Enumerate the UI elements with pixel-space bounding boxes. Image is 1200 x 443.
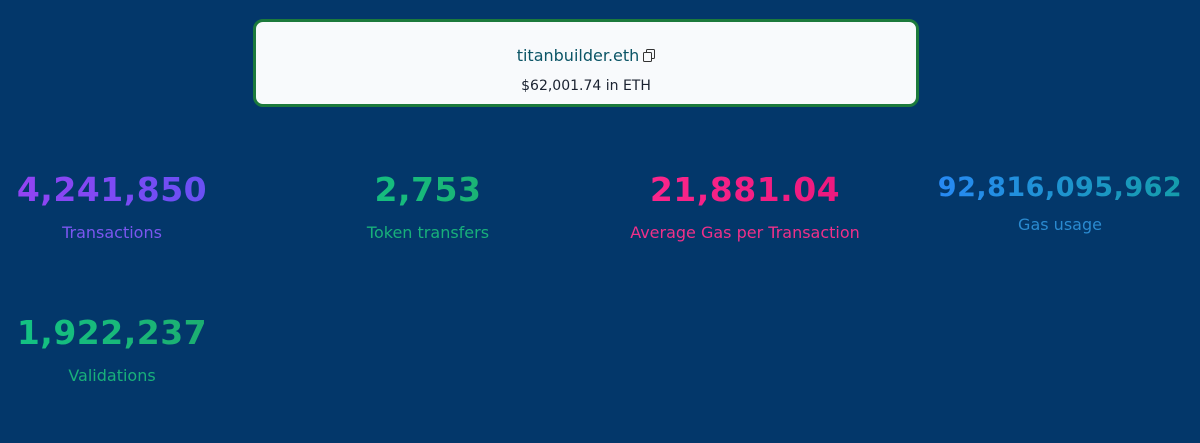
stat-label: Gas usage <box>1018 215 1102 234</box>
account-card: titanbuilder.eth $62,001.74 in ETH <box>253 19 919 107</box>
stat-value: 21,881.04 <box>585 170 905 209</box>
stat-value: 92,816,095,962 <box>900 172 1200 203</box>
stat-value: 2,753 <box>268 170 588 209</box>
stat-label: Token transfers <box>366 223 490 242</box>
stat-value: 4,241,850 <box>0 170 272 209</box>
stat-label: Average Gas per Transaction <box>630 223 860 242</box>
stat: 92,816,095,962 Gas usage <box>900 172 1200 234</box>
stat-label: Transactions <box>62 223 162 242</box>
balance: $62,001.74 in ETH <box>521 78 651 94</box>
account-name[interactable]: titanbuilder.eth <box>516 46 640 65</box>
stat-value: 1,922,237 <box>0 313 272 352</box>
stat: 4,241,850 Transactions <box>0 170 272 242</box>
stat: 2,753 Token transfers <box>268 170 588 242</box>
stat: 21,881.04 Average Gas per Transaction <box>585 170 905 242</box>
stat: 1,922,237 Validations <box>0 313 272 385</box>
copy-icon[interactable] <box>643 49 656 62</box>
account-name-row: titanbuilder.eth <box>256 46 916 65</box>
stat-label: Validations <box>68 366 156 385</box>
